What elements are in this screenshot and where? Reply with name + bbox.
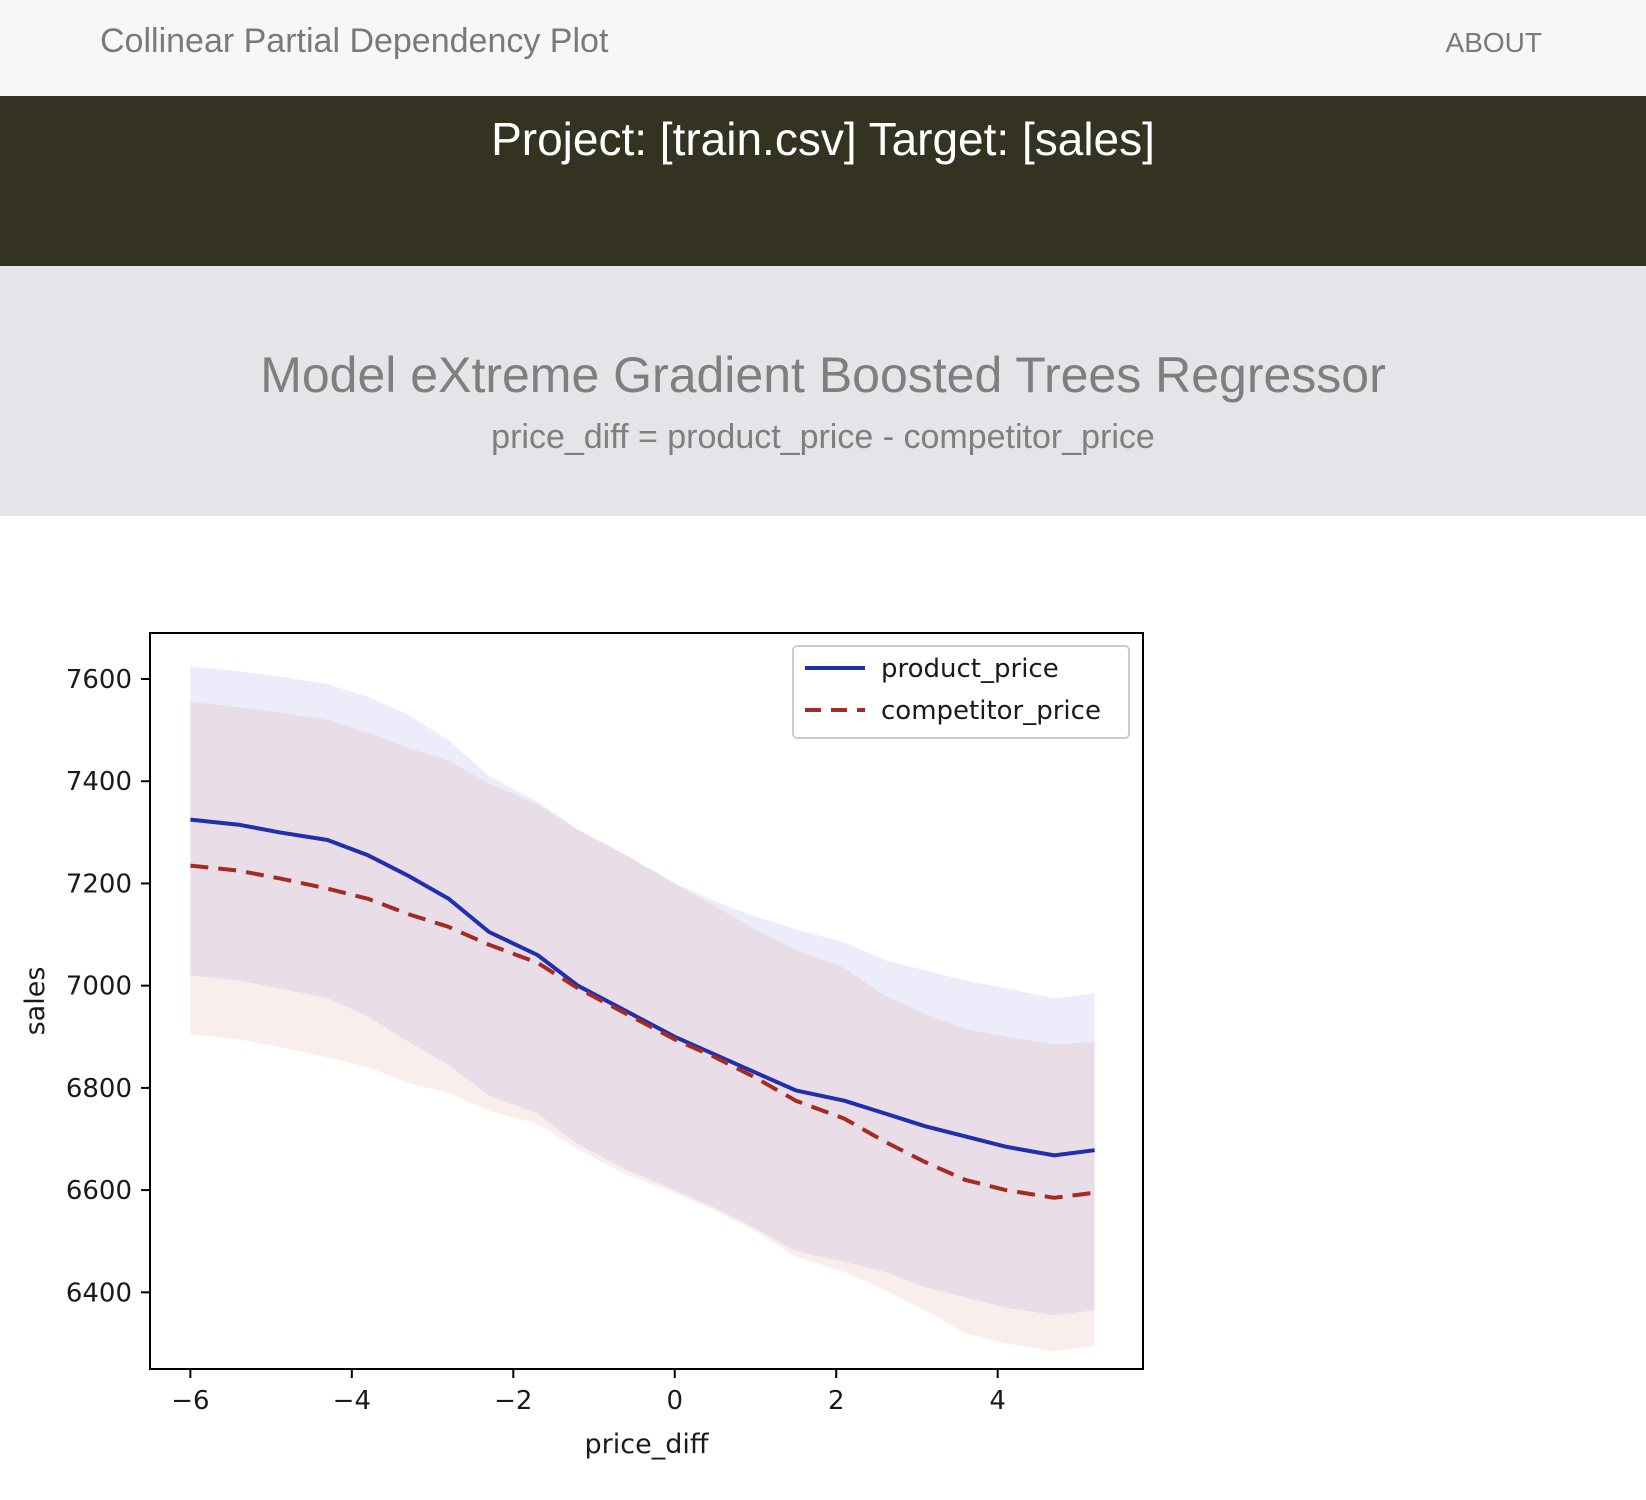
y-tick-label: 6600: [66, 1176, 132, 1206]
model-header: Model eXtreme Gradient Boosted Trees Reg…: [0, 266, 1646, 516]
y-tick-label: 7600: [66, 665, 132, 695]
x-tick-label: −2: [494, 1386, 532, 1416]
plot-frame: [149, 632, 1144, 1370]
legend-label-product-price: product_price: [881, 654, 1059, 684]
competitor-price-confidence-band: [190, 702, 1095, 1352]
x-axis-title: price_diff: [585, 1429, 710, 1460]
project-title: Project: [train.csv] Target: [sales]: [491, 113, 1155, 165]
product-price-confidence-band: [190, 666, 1095, 1316]
x-tick-label: 0: [666, 1386, 683, 1416]
chart-container: −6 −4 −2 0 2 4 6400 6600 6800 7000 7200 7400 7600 pri…: [0, 516, 1646, 1500]
competitor-price-line: [190, 863, 1095, 1200]
x-tick-label: −4: [333, 1386, 371, 1416]
legend-label-competitor-price: competitor_price: [881, 696, 1101, 726]
y-axis-title: sales: [20, 967, 51, 1036]
project-banner: Project: [train.csv] Target: [sales]: [0, 96, 1646, 266]
y-tick-label: 7000: [66, 972, 132, 1002]
app-brand-link[interactable]: Collinear Partial Dependency Plot: [100, 22, 609, 60]
model-title: Model eXtreme Gradient Boosted Trees Reg…: [260, 347, 1386, 403]
x-tick-label: −6: [171, 1386, 209, 1416]
x-tick-label: 4: [989, 1386, 1006, 1416]
y-tick-label: 7400: [66, 767, 132, 797]
product-price-line: [190, 817, 1095, 1158]
top-navbar: Collinear Partial Dependency Plot ABOUT: [0, 0, 1646, 96]
y-tick-label: 7200: [66, 869, 132, 899]
x-tick-label: 2: [828, 1386, 845, 1416]
partial-dependency-chart: −6 −4 −2 0 2 4 6400 6600 6800 7000 7200 7400 7600 pri…: [20, 632, 1144, 1460]
y-tick-label: 6800: [66, 1074, 132, 1104]
y-tick-label: 6400: [66, 1278, 132, 1308]
model-formula: price_diff = product_price - competitor_…: [491, 418, 1155, 456]
chart-legend: [792, 645, 1130, 739]
about-link[interactable]: ABOUT: [1445, 27, 1542, 58]
